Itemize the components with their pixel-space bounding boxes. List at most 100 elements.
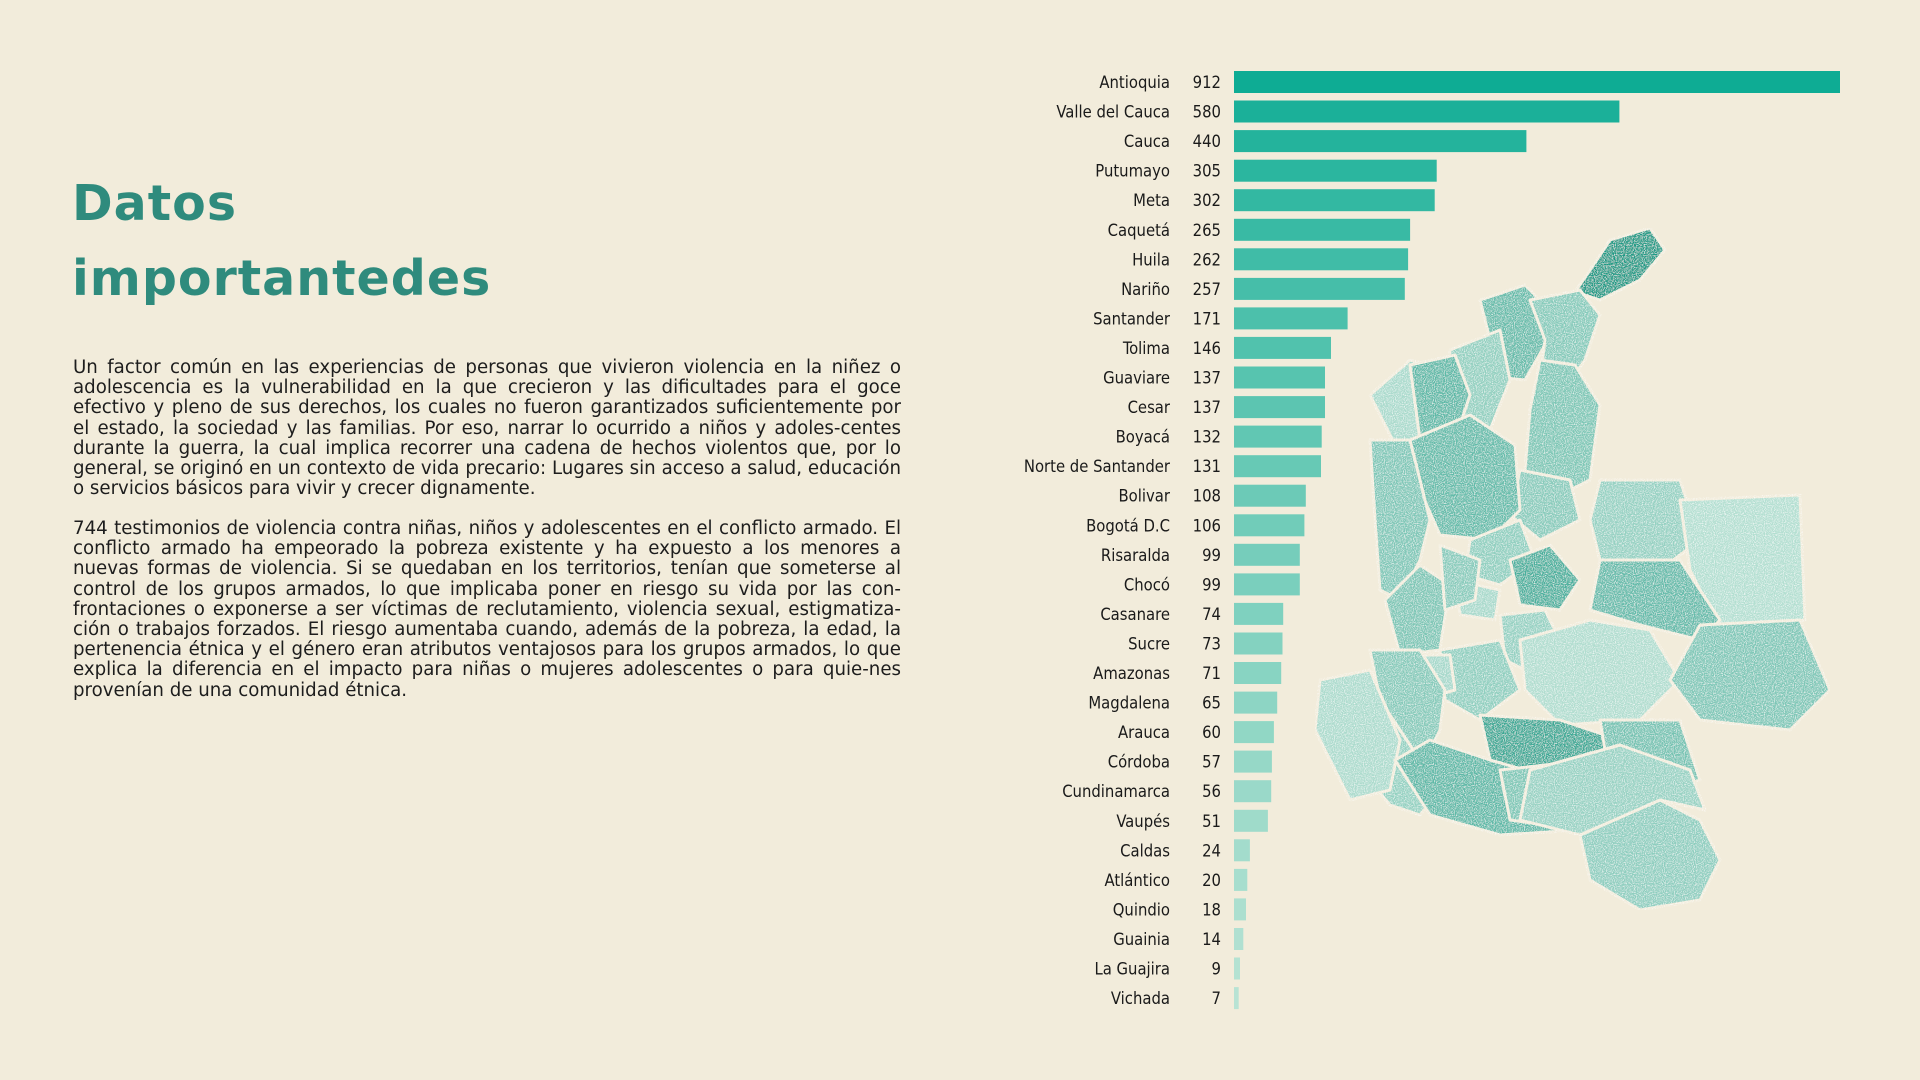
value-label: 14 xyxy=(1202,930,1221,949)
bar xyxy=(1234,721,1274,744)
bar xyxy=(1234,159,1437,182)
bar xyxy=(1234,189,1435,212)
bar xyxy=(1234,218,1411,241)
category-label: Guainia xyxy=(1113,930,1170,949)
bar xyxy=(1234,366,1325,389)
value-label: 65 xyxy=(1202,694,1221,713)
page-title: Datos importantedes xyxy=(72,166,672,316)
category-label: Huila xyxy=(1132,250,1170,269)
category-label: Bogotá D.C xyxy=(1086,516,1170,535)
bar xyxy=(1234,100,1620,123)
bar xyxy=(1234,425,1322,448)
value-label: 580 xyxy=(1193,103,1221,122)
map-department xyxy=(1313,668,1402,802)
map-department xyxy=(1508,543,1582,612)
value-label: 60 xyxy=(1202,723,1221,742)
value-label: 262 xyxy=(1193,250,1221,269)
category-label: Amazonas xyxy=(1093,664,1170,683)
value-label: 51 xyxy=(1202,812,1221,831)
bar xyxy=(1234,573,1300,596)
value-label: 99 xyxy=(1202,546,1221,565)
bar xyxy=(1234,277,1405,300)
category-label: Sucre xyxy=(1128,635,1170,654)
value-label: 71 xyxy=(1202,664,1221,683)
value-label: 106 xyxy=(1193,516,1221,535)
title-line-2: importantedes xyxy=(72,250,492,307)
value-label: 74 xyxy=(1202,605,1221,624)
category-label: Quindio xyxy=(1113,900,1170,919)
value-label: 73 xyxy=(1202,635,1221,654)
map-department xyxy=(1573,226,1667,302)
bar xyxy=(1234,691,1278,714)
bar xyxy=(1234,868,1248,891)
title-line-1: Datos xyxy=(72,175,237,232)
map-department xyxy=(1383,563,1452,657)
value-label: 912 xyxy=(1193,73,1221,92)
category-label: Caquetá xyxy=(1108,221,1170,240)
bar xyxy=(1234,662,1282,684)
category-label: Magdalena xyxy=(1088,694,1170,713)
category-label: Boyacá xyxy=(1116,428,1170,447)
category-label: Guaviare xyxy=(1103,369,1170,388)
category-label: Cesar xyxy=(1128,398,1171,417)
category-label: Antioquia xyxy=(1099,73,1170,92)
value-label: 137 xyxy=(1193,369,1221,388)
value-label: 132 xyxy=(1193,428,1221,447)
value-label: 108 xyxy=(1193,487,1221,506)
bars-group: Antioquia 912 Valle del Cauca 580 Cauca 440 Pu… xyxy=(1024,71,1840,1010)
bar xyxy=(1234,336,1331,359)
category-label: Caldas xyxy=(1120,841,1170,860)
category-label: Putumayo xyxy=(1095,162,1170,181)
category-label: Atlántico xyxy=(1105,871,1171,890)
category-label: Bolivar xyxy=(1119,487,1171,506)
intro-paragraph: Un factor común en las experiencias de p… xyxy=(73,357,901,500)
category-label: Santander xyxy=(1093,309,1171,328)
map-department xyxy=(1668,618,1832,732)
value-label: 302 xyxy=(1193,191,1221,210)
category-label: Tolima xyxy=(1122,339,1170,358)
bar xyxy=(1234,514,1305,537)
value-label: 56 xyxy=(1202,782,1221,801)
value-label: 137 xyxy=(1193,398,1221,417)
bar xyxy=(1234,839,1250,862)
category-label: Arauca xyxy=(1118,723,1170,742)
category-label: Meta xyxy=(1133,191,1170,210)
bar xyxy=(1234,130,1527,153)
bar xyxy=(1234,750,1272,773)
value-label: 265 xyxy=(1193,221,1221,240)
value-label: 257 xyxy=(1193,280,1221,299)
value-label: 146 xyxy=(1193,339,1221,358)
category-label: Cauca xyxy=(1124,132,1170,151)
category-label: Chocó xyxy=(1124,575,1170,594)
category-label: La Guajira xyxy=(1094,960,1170,979)
map-department xyxy=(1518,743,1707,837)
map-department xyxy=(1518,618,1682,727)
bar xyxy=(1234,307,1348,330)
value-label: 305 xyxy=(1193,162,1221,181)
bar xyxy=(1234,928,1244,950)
value-label: 24 xyxy=(1202,841,1221,860)
value-label: 7 xyxy=(1212,989,1221,1008)
category-label: Risaralda xyxy=(1101,546,1170,565)
bar xyxy=(1234,602,1284,625)
category-label: Casanare xyxy=(1100,605,1170,624)
bar xyxy=(1234,396,1325,419)
colombia-departments-map xyxy=(1313,226,1832,912)
category-label: Valle del Cauca xyxy=(1056,103,1170,122)
bar xyxy=(1234,543,1300,566)
bar xyxy=(1234,71,1840,93)
value-label: 57 xyxy=(1202,753,1221,772)
bar xyxy=(1234,809,1268,832)
value-label: 9 xyxy=(1212,960,1221,979)
bar xyxy=(1234,898,1246,921)
category-label: Córdoba xyxy=(1108,753,1170,772)
value-label: 18 xyxy=(1202,900,1221,919)
bar xyxy=(1234,957,1240,980)
category-label: Vaupés xyxy=(1116,812,1170,831)
value-label: 131 xyxy=(1193,457,1221,476)
value-label: 20 xyxy=(1202,871,1221,890)
bar xyxy=(1234,632,1283,655)
map-department xyxy=(1438,543,1482,612)
category-label: Nariño xyxy=(1121,280,1170,299)
